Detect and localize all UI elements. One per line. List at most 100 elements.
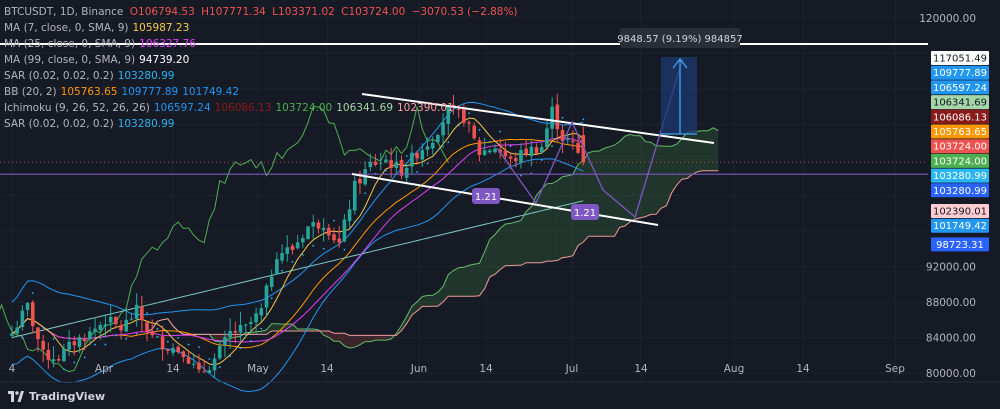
indicator-label: Ichimoku (9, 26, 52, 26, 26) xyxy=(4,102,150,114)
candle-body xyxy=(410,152,414,167)
sar-dot xyxy=(291,260,294,263)
time-tick-label: May xyxy=(247,363,269,375)
sar-dot xyxy=(281,269,283,272)
cloud-segment xyxy=(334,333,340,342)
parabolic-sar xyxy=(21,112,585,371)
legend-row[interactable]: SAR (0.02, 0.02, 0.2) 103280.99 xyxy=(4,116,518,132)
price-label: 103280.99 xyxy=(931,168,989,183)
cloud-segment xyxy=(583,152,589,243)
candle-body xyxy=(36,327,40,340)
legend-row[interactable]: SAR (0.02, 0.02, 0.2) 103280.99 xyxy=(4,68,518,84)
candle-body xyxy=(243,324,248,326)
candle-body xyxy=(301,238,305,243)
cloud-segment xyxy=(614,141,620,237)
cloud-segment xyxy=(713,127,719,171)
projection-path xyxy=(496,57,684,219)
candle-body xyxy=(15,327,19,334)
price-label-bg xyxy=(931,218,989,233)
cloud-segment xyxy=(458,267,464,297)
cloud-segment xyxy=(567,174,573,257)
candle-body xyxy=(337,238,341,243)
indicator-value: 105763.65 xyxy=(60,86,118,98)
cloud-segment xyxy=(520,211,527,266)
cloud-segment xyxy=(557,176,563,261)
cloud-segment xyxy=(666,146,672,206)
candle-body xyxy=(82,339,87,342)
time-tick-label: Jul xyxy=(565,363,579,375)
price-label: 98723.31 xyxy=(931,237,989,252)
candle-body xyxy=(425,146,430,150)
indicator-label: SAR (0.02, 0.02, 0.2) xyxy=(4,118,114,130)
price-label-text: 103280.99 xyxy=(933,171,987,182)
candle-body xyxy=(394,161,399,169)
symbol-label: BTCUSDT, 1D, Binance xyxy=(4,6,124,18)
price-label-text: 106341.69 xyxy=(933,98,987,109)
candle-body xyxy=(488,150,492,153)
candle-body xyxy=(269,276,274,287)
candle-body xyxy=(264,285,269,308)
time-axis: 4 Apr 14 May 14 Jun 14 Jul 14 Aug 14 Sep xyxy=(0,363,1000,383)
candle-body xyxy=(332,234,336,241)
candle-body xyxy=(446,106,451,124)
high-value: H107771.34 xyxy=(201,6,266,18)
bb-upper xyxy=(11,101,584,316)
candle-body xyxy=(124,319,129,332)
time-tick-label: 14 xyxy=(479,363,493,375)
measure-box xyxy=(661,57,697,134)
sar-dot xyxy=(457,124,460,127)
cloud-segment xyxy=(630,134,636,222)
cloud-segment xyxy=(344,333,350,348)
price-label-text: 103724.00 xyxy=(933,142,987,153)
price-label: 106597.24 xyxy=(931,80,989,95)
cloud-segment xyxy=(593,151,599,237)
candle-body xyxy=(275,259,279,275)
legend-row[interactable]: Ichimoku (9, 26, 52, 26, 26) 106597.24 106… xyxy=(4,100,518,116)
cloud-segment xyxy=(276,323,283,331)
cloud-segment xyxy=(692,131,698,175)
candle-body xyxy=(67,341,71,350)
legend-row[interactable]: MA (99, close, 0, SMA, 9) 94739.20 xyxy=(4,52,518,68)
candle-body xyxy=(477,140,482,155)
cloud-segment xyxy=(375,335,381,341)
legend-row[interactable]: MA (25, close, 0, SMA, 9) 106327.76 xyxy=(4,36,518,52)
legend-row[interactable]: BB (20, 2) 105763.65 109777.89 101749.42 xyxy=(4,84,518,100)
candle-body xyxy=(306,226,310,239)
candle-body xyxy=(550,106,554,129)
candle-body xyxy=(420,150,425,160)
cloud-segment xyxy=(489,234,495,277)
sar-dot xyxy=(94,343,96,346)
candle-body xyxy=(191,363,196,365)
indicator-label: BB (20, 2) xyxy=(4,86,57,98)
price-label-text: 105763.65 xyxy=(933,127,987,138)
price-label: 105763.65 xyxy=(931,124,989,139)
sar-dot xyxy=(499,130,502,133)
cloud-segment xyxy=(422,295,428,307)
price-label: 117051.49 xyxy=(931,51,989,65)
candle-body xyxy=(368,161,373,168)
indicator-label: MA (99, close, 0, SMA, 9) xyxy=(4,54,136,66)
sar-dot xyxy=(156,327,159,330)
cloud-segment xyxy=(598,148,605,237)
cloud-segment xyxy=(562,175,568,258)
legend-row[interactable]: MA (7, close, 0, SMA, 9) 105987.23 xyxy=(4,20,518,36)
candle-body xyxy=(498,149,502,153)
ratio-label: 1.21 xyxy=(571,204,599,220)
sar-dot xyxy=(385,169,387,172)
cloud-segment xyxy=(552,180,558,262)
tradingview-logo[interactable]: TradingView xyxy=(8,390,105,403)
candle-body xyxy=(155,336,160,338)
candle-body xyxy=(285,247,290,254)
time-tick-label: 14 xyxy=(796,363,810,375)
price-tick-label: 88000.00 xyxy=(926,297,976,309)
sar-dot xyxy=(322,247,325,250)
candle-body xyxy=(462,109,466,123)
candle-body xyxy=(228,330,232,338)
cloud-segment xyxy=(484,239,490,289)
cloud-segment xyxy=(323,330,329,338)
candle-body xyxy=(316,222,321,229)
cloud-segment xyxy=(463,265,470,297)
measure-label-text: 9848.57 (9.19%) 984857 xyxy=(617,34,742,45)
sar-dot xyxy=(166,340,169,343)
sar-dot xyxy=(301,254,304,256)
